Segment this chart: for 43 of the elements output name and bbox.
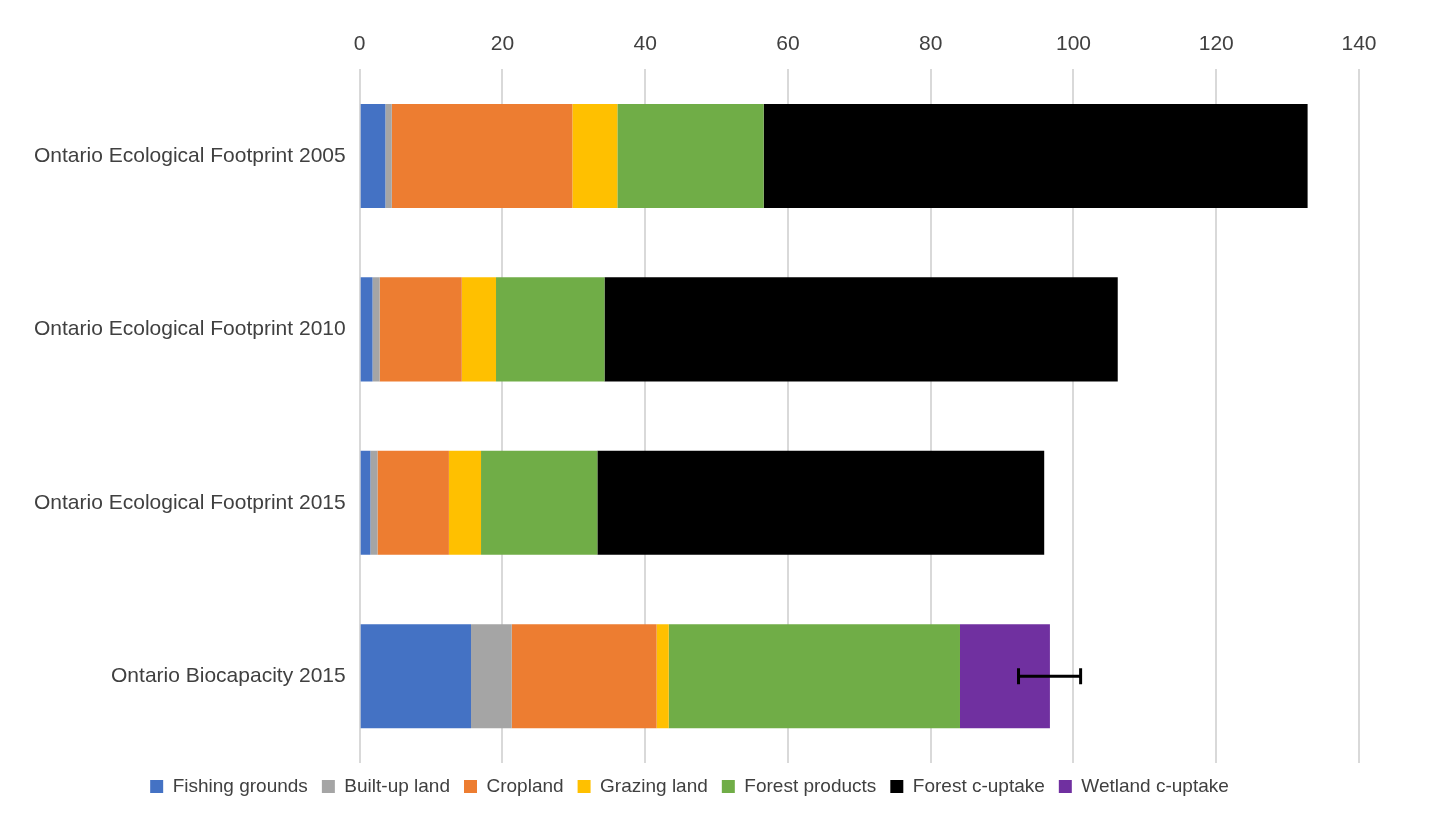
bar <box>360 624 472 729</box>
bar <box>572 103 618 208</box>
x-tick-label: 120 <box>1198 31 1234 55</box>
bar <box>360 103 386 208</box>
x-tick-label: 100 <box>1055 31 1091 55</box>
bar <box>391 103 573 208</box>
bar <box>668 624 960 729</box>
bar <box>377 450 449 555</box>
bar <box>471 624 512 729</box>
x-tick-label: 140 <box>1341 31 1377 55</box>
bar <box>370 450 378 555</box>
x-tick-label: 80 <box>919 31 943 55</box>
y-tick-label: Ontario Ecological Footprint 2010 <box>33 316 346 340</box>
y-tick-label: Ontario Biocapacity 2015 <box>111 663 346 687</box>
bar <box>481 450 598 555</box>
x-tick-label: 60 <box>776 31 800 55</box>
bar <box>656 624 669 729</box>
legend-label: Built-up land <box>344 774 450 796</box>
bar <box>496 277 605 382</box>
legend-label: Forest products <box>744 774 877 796</box>
bar <box>604 277 1118 382</box>
bar <box>763 103 1308 208</box>
legend-label: Cropland <box>486 774 564 796</box>
x-tick-label: 20 <box>490 31 515 55</box>
bar <box>597 450 1045 555</box>
bar <box>379 277 462 382</box>
x-tick-label: 0 <box>353 31 366 55</box>
x-tick-label: 40 <box>633 31 657 55</box>
legend-label: Fishing grounds <box>172 774 308 796</box>
bar <box>385 103 392 208</box>
bar <box>448 450 482 555</box>
bar <box>617 103 764 208</box>
legend-label: Grazing land <box>600 774 708 796</box>
y-tick-label: Ontario Ecological Footprint 2005 <box>33 142 346 166</box>
legend-label: Forest c-uptake <box>912 774 1045 796</box>
bar <box>360 450 371 555</box>
bar <box>372 277 380 382</box>
y-tick-label: Ontario Ecological Footprint 2015 <box>33 489 346 513</box>
bar <box>959 624 1050 729</box>
bar <box>360 277 373 382</box>
bar <box>461 277 497 382</box>
bar <box>511 624 657 729</box>
legend-label: Wetland c-uptake <box>1081 774 1229 796</box>
